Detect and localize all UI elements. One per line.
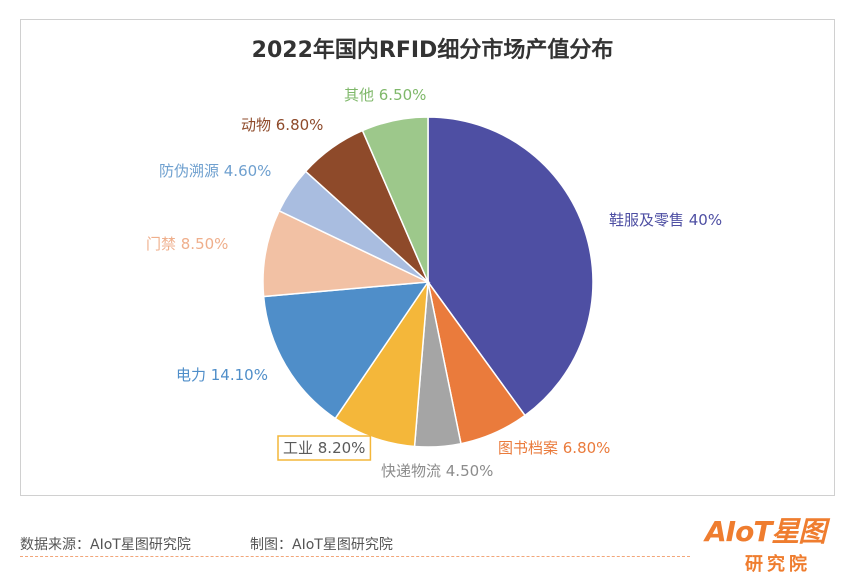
logo-wordmark: AIoT星图 xyxy=(705,515,826,548)
chart-title: 2022年国内RFID细分市场产值分布 xyxy=(251,38,614,63)
slice-label-2: 图书档案 6.80% xyxy=(498,439,610,457)
pie-slice-6 xyxy=(262,209,431,298)
slice-label-7: 防伪溯源 4.60% xyxy=(159,162,271,180)
slice-label-5: 电力 14.10% xyxy=(176,366,268,384)
slice-label-6: 门禁 8.50% xyxy=(146,235,228,253)
pie-slice-9 xyxy=(361,116,429,283)
aiot-logo: AIoT星图 研究院 xyxy=(705,506,845,576)
slice-label-1: 鞋服及零售 40% xyxy=(609,211,722,229)
slice-label-4: 工业 8.20% xyxy=(283,439,365,457)
pie-slice-1 xyxy=(427,116,594,417)
slice-label-8: 动物 6.80% xyxy=(241,116,323,134)
chart-maker-text: 制图：AIoT星图研究院 xyxy=(250,537,393,553)
pie-slice-5 xyxy=(262,281,430,420)
data-source-text: 数据来源：AIoT星图研究院 xyxy=(20,537,191,553)
footer-divider xyxy=(20,556,690,557)
slice-label-3: 快递物流 4.50% xyxy=(381,462,493,480)
pie-chart: 鞋服及零售 40% 图书档案 6.80% 快递物流 4.50% 工业 8.20% 电力 … xyxy=(146,86,722,480)
slice-label-box-4 xyxy=(277,435,372,461)
slice-label-9: 其他 6.50% xyxy=(344,86,426,104)
logo-subtitle: 研究院 xyxy=(745,554,811,575)
